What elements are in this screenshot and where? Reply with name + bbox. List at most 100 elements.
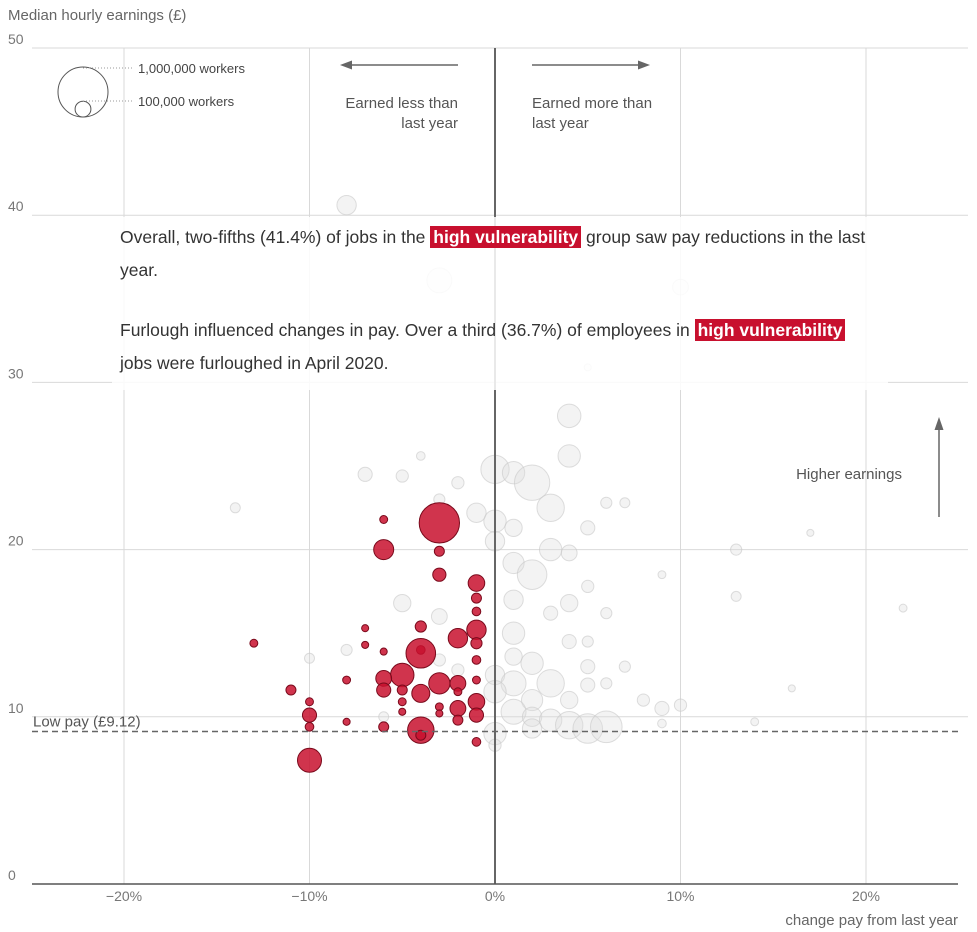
bubble-other xyxy=(580,659,596,675)
earned-more-line2: last year xyxy=(532,115,589,132)
bubble-other xyxy=(560,544,578,562)
bubble-other xyxy=(557,444,581,468)
bubble-other xyxy=(654,700,670,717)
bubble-high-vulnerability xyxy=(361,640,370,649)
bubble-high-vulnerability xyxy=(415,729,427,741)
bubble-high-vulnerability xyxy=(342,717,351,726)
higher-earnings-annotation: Higher earnings xyxy=(796,417,944,517)
bubble-other xyxy=(619,497,631,509)
up-arrow-icon xyxy=(934,417,944,430)
bubble-other xyxy=(395,469,409,483)
p2-text-before: Furlough influenced changes in pay. Over… xyxy=(120,320,695,340)
bubble-high-vulnerability xyxy=(405,637,437,669)
bubble-high-vulnerability xyxy=(466,619,487,641)
bubble-high-vulnerability xyxy=(471,655,482,665)
bubble-other xyxy=(560,593,579,613)
bubble-other xyxy=(600,607,613,620)
low-pay-label: Low pay (£9.12) xyxy=(33,714,141,731)
earned-more-annotation: Earned more than last year xyxy=(532,60,652,132)
bubble-other xyxy=(415,451,426,461)
bubble-high-vulnerability xyxy=(301,707,318,723)
bubble-high-vulnerability xyxy=(398,707,407,716)
bubble-high-vulnerability xyxy=(432,567,447,582)
earned-less-annotation: Earned less than last year xyxy=(340,60,458,132)
x-tick-label: 0% xyxy=(485,888,505,904)
summary-paragraph-1: Overall, two-fifths (41.4%) of jobs in t… xyxy=(120,221,880,287)
bubble-high-vulnerability xyxy=(449,700,467,717)
bubble-other xyxy=(451,663,465,677)
bubble-other xyxy=(636,693,651,707)
p2-text-after: jobs were furloughed in April 2020. xyxy=(120,353,389,373)
bubble-other xyxy=(673,698,688,712)
bubble-other xyxy=(730,590,742,602)
bubble-other xyxy=(501,461,526,485)
bubble-other xyxy=(516,559,548,590)
bubble-high-vulnerability xyxy=(379,647,388,656)
high-vulnerability-bubbles xyxy=(249,502,487,773)
x-axis-title: change pay from last year xyxy=(785,912,958,929)
size-legend: 1,000,000 workers 100,000 workers xyxy=(57,61,245,118)
y-tick-label: 10 xyxy=(8,700,24,716)
x-tick-label: 10% xyxy=(666,888,694,904)
earned-more-line1: Earned more than xyxy=(532,95,652,112)
y-tick-label: 0 xyxy=(8,867,16,883)
bubble-high-vulnerability xyxy=(397,697,407,707)
bubble-other xyxy=(556,403,582,429)
axes: 0 10 20 30 40 50 −20% −10% 0% 10% 20% xyxy=(8,31,958,904)
bubble-other xyxy=(536,493,565,522)
bubble-other xyxy=(513,464,551,501)
bubble-other xyxy=(304,652,315,664)
bubble-other xyxy=(393,593,412,613)
bubble-high-vulnerability xyxy=(285,684,297,696)
bubble-other xyxy=(560,690,579,710)
bubble-high-vulnerability xyxy=(304,722,315,732)
bubble-high-vulnerability xyxy=(418,502,461,544)
bubble-high-vulnerability xyxy=(378,721,390,733)
bubble-high-vulnerability xyxy=(453,687,463,697)
higher-earnings-label: Higher earnings xyxy=(796,466,902,483)
legend-bubble-100k xyxy=(74,100,92,118)
bubble-high-vulnerability xyxy=(361,624,370,633)
bubble-other xyxy=(521,718,543,739)
p1-text-after: group saw pay reductions in the last yea… xyxy=(120,227,866,280)
earned-less-line2: last year xyxy=(401,115,458,132)
bubble-other xyxy=(451,476,465,490)
bubble-high-vulnerability xyxy=(433,545,445,557)
bubble-high-vulnerability xyxy=(305,697,314,707)
bubble-other xyxy=(580,677,596,693)
bubble-high-vulnerability xyxy=(468,707,485,723)
bubble-other xyxy=(581,579,595,594)
bubble-high-vulnerability xyxy=(467,692,486,711)
bubble-other xyxy=(430,608,448,625)
bubble-high-vulnerability xyxy=(470,592,482,604)
bubble-high-vulnerability xyxy=(342,675,352,685)
bubble-other xyxy=(806,528,815,537)
bubble-other xyxy=(572,713,604,744)
bubble-other xyxy=(536,669,565,698)
bubble-other xyxy=(340,643,353,657)
bubble-other xyxy=(521,706,543,727)
bubble-high-vulnerability xyxy=(414,620,427,633)
bubble-other xyxy=(357,466,373,482)
y-tick-label: 40 xyxy=(8,198,24,214)
bubble-high-vulnerability xyxy=(470,637,483,650)
right-arrow-icon xyxy=(638,60,650,70)
bubble-high-vulnerability xyxy=(471,606,482,617)
bubble-other xyxy=(504,518,523,538)
bubble-other xyxy=(580,520,596,536)
y-tick-label: 50 xyxy=(8,31,24,47)
bubble-other xyxy=(466,502,487,523)
bubble-other xyxy=(898,603,908,613)
bubble-other xyxy=(581,635,594,648)
bubble-other xyxy=(538,537,563,562)
summary-text-box: Overall, two-fifths (41.4%) of jobs in t… xyxy=(112,217,888,390)
bubble-other xyxy=(600,496,613,509)
bubble-other xyxy=(229,502,241,514)
bubble-other xyxy=(561,633,577,650)
bubble-other xyxy=(500,670,527,697)
bubble-other xyxy=(500,698,527,725)
p1-text-before: Overall, two-fifths (41.4%) of jobs in t… xyxy=(120,227,431,247)
bubble-high-vulnerability xyxy=(428,672,451,695)
bubble-high-vulnerability xyxy=(471,675,481,685)
